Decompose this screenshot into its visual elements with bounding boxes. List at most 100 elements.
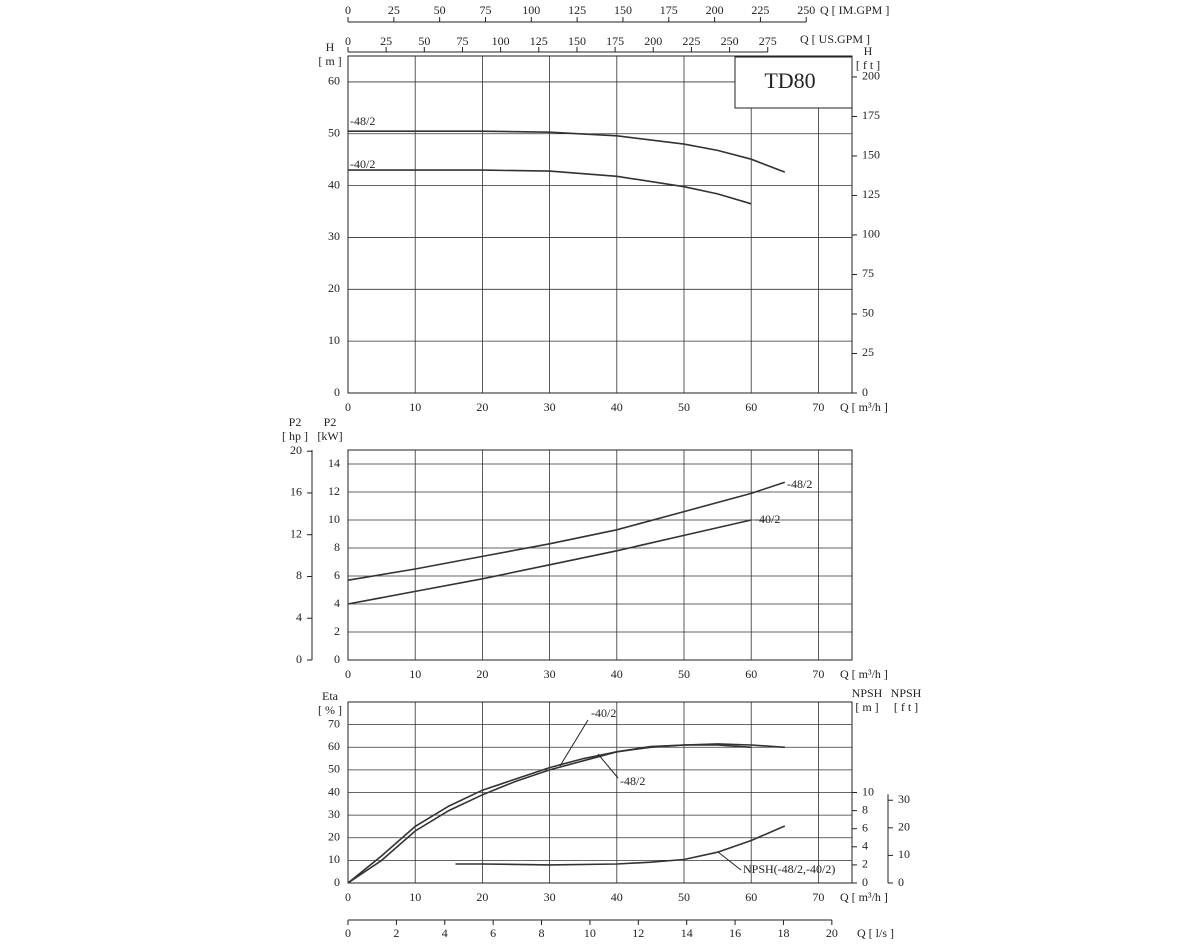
y-tick-label: 50 xyxy=(328,762,340,776)
y2-tick-label: 20 xyxy=(290,443,302,457)
y2-tick-label: 100 xyxy=(862,227,880,241)
x-tick-label: 275 xyxy=(759,34,777,48)
y2-axis-label: NPSH xyxy=(852,686,883,700)
series-label: NPSH(-48/2,-40/2) xyxy=(743,862,835,876)
y2-tick-label: 10 xyxy=(862,784,874,798)
x-tick-label: 30 xyxy=(544,890,556,904)
series-label: -40/2 xyxy=(591,706,616,720)
x-axis-label: Q [ m³/h ] xyxy=(840,667,888,681)
y-axis-label: P2 xyxy=(324,415,337,429)
x-axis-label: Q [ m³/h ] xyxy=(840,890,888,904)
x-tick-label: 50 xyxy=(678,890,690,904)
y2-tick-label: 30 xyxy=(898,792,910,806)
x-tick-label: 250 xyxy=(797,3,815,17)
y2-tick-label: 8 xyxy=(296,568,302,582)
x-tick-label: 0 xyxy=(345,34,351,48)
x-tick-label: 10 xyxy=(409,400,421,414)
x-tick-label: 40 xyxy=(611,890,623,904)
y-axis-unit: [ m ] xyxy=(318,54,341,68)
axis-label: Q [ IM.GPM ] xyxy=(820,3,889,17)
x-tick-label: 0 xyxy=(345,3,351,17)
y-tick-label: 70 xyxy=(328,716,340,730)
x-tick-label: 40 xyxy=(611,667,623,681)
x-tick-label: 125 xyxy=(530,34,548,48)
y2-tick-label: 0 xyxy=(296,652,302,666)
series-label: -48/2 xyxy=(787,477,812,491)
chart-title: TD80 xyxy=(764,68,815,93)
x-tick-label: 10 xyxy=(584,926,596,940)
x-tick-label: 150 xyxy=(614,3,632,17)
x-tick-label: 100 xyxy=(522,3,540,17)
x-tick-label: 0 xyxy=(345,926,351,940)
y2-tick-label: 175 xyxy=(862,108,880,122)
y2-axis-label: H xyxy=(864,44,873,58)
curve xyxy=(347,744,752,884)
y2-tick-label: 0 xyxy=(898,875,904,889)
y-tick-label: 30 xyxy=(328,229,340,243)
y2-tick-label: 4 xyxy=(862,839,868,853)
x-tick-label: 250 xyxy=(721,34,739,48)
y2-tick-label: 16 xyxy=(290,485,302,499)
x-tick-label: 60 xyxy=(745,890,757,904)
x-tick-label: 25 xyxy=(388,3,400,17)
leader-line xyxy=(559,719,589,767)
y-tick-label: 0 xyxy=(334,385,340,399)
x-tick-label: 30 xyxy=(544,667,556,681)
x-tick-label: 225 xyxy=(751,3,769,17)
y2-tick-label: 12 xyxy=(290,526,302,540)
curve xyxy=(347,519,752,605)
x-tick-label: 60 xyxy=(745,400,757,414)
y-tick-label: 50 xyxy=(328,126,340,140)
y-tick-label: 14 xyxy=(328,456,340,470)
x-tick-label: 50 xyxy=(678,667,690,681)
x-tick-label: 25 xyxy=(380,34,392,48)
y-tick-label: 4 xyxy=(334,596,340,610)
x-tick-label: 50 xyxy=(418,34,430,48)
x-tick-label: 175 xyxy=(660,3,678,17)
y-tick-label: 0 xyxy=(334,875,340,889)
leader-line xyxy=(717,851,742,871)
y2-tick-label: 25 xyxy=(862,345,874,359)
y-tick-label: 12 xyxy=(328,484,340,498)
y2-axis-label: NPSH xyxy=(891,686,922,700)
x-tick-label: 16 xyxy=(729,926,741,940)
y2-tick-label: 10 xyxy=(898,847,910,861)
y2-tick-label: 2 xyxy=(862,857,868,871)
y-tick-label: 60 xyxy=(328,739,340,753)
y-tick-label: 0 xyxy=(334,652,340,666)
axis-label: Q [ US.GPM ] xyxy=(800,32,870,46)
y2-tick-label: 200 xyxy=(862,69,880,83)
x-axis-label: Q [ m³/h ] xyxy=(840,400,888,414)
x-tick-label: 225 xyxy=(682,34,700,48)
y2-axis-unit: [ m ] xyxy=(855,700,878,714)
y2-tick-label: 0 xyxy=(862,875,868,889)
x-tick-label: 100 xyxy=(492,34,510,48)
y-tick-label: 40 xyxy=(328,177,340,191)
x-tick-label: 0 xyxy=(345,667,351,681)
x-tick-label: 50 xyxy=(678,400,690,414)
y2-tick-label: 75 xyxy=(862,266,874,280)
x-tick-label: 8 xyxy=(539,926,545,940)
x-tick-label: 0 xyxy=(345,400,351,414)
y2-tick-label: 6 xyxy=(862,820,868,834)
curve xyxy=(455,825,786,866)
x-tick-label: 125 xyxy=(568,3,586,17)
x-tick-label: 175 xyxy=(606,34,624,48)
curve xyxy=(348,130,786,173)
x-tick-label: 6 xyxy=(490,926,496,940)
y2-tick-label: 0 xyxy=(862,385,868,399)
plot-frame xyxy=(347,449,853,661)
y-tick-label: 2 xyxy=(334,624,340,638)
y-tick-label: 30 xyxy=(328,807,340,821)
y-tick-label: 10 xyxy=(328,852,340,866)
y2-axis-unit: [ f t ] xyxy=(894,700,918,714)
y2-tick-label: 50 xyxy=(862,306,874,320)
x-tick-label: 12 xyxy=(632,926,644,940)
series-label: -48/2 xyxy=(350,114,375,128)
x-tick-label: 20 xyxy=(826,926,838,940)
y2-axis-unit: [ f t ] xyxy=(856,58,880,72)
x-tick-label: 4 xyxy=(442,926,448,940)
x-tick-label: 150 xyxy=(568,34,586,48)
x-tick-label: 50 xyxy=(434,3,446,17)
axis-label: Q [ l/s ] xyxy=(857,926,894,940)
